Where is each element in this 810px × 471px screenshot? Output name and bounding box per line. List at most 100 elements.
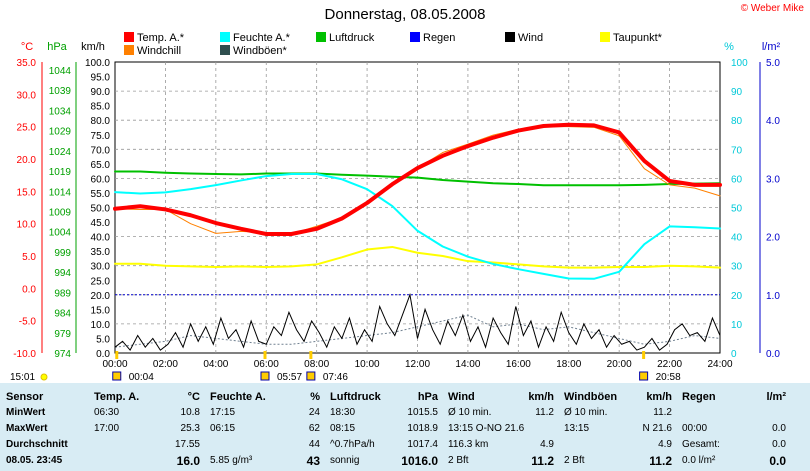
wind-tick-label: 85.0	[91, 102, 111, 113]
rain-tick-label: 4.0	[766, 116, 780, 127]
stats-cell-value: 0.0	[772, 439, 786, 450]
legend-label: Windböen*	[233, 45, 287, 57]
wind-tick-label: 95.0	[91, 73, 111, 84]
x-tick-label: 06:00	[254, 359, 279, 370]
sun-icon	[112, 371, 122, 381]
stats-cell-label: 00:00	[682, 423, 708, 434]
wind-tick-label: 15.0	[91, 305, 111, 316]
x-tick-label: 18:00	[556, 359, 581, 370]
series-wind	[114, 292, 721, 351]
legend-swatch	[220, 45, 230, 55]
stats-cell-value: 11.2	[653, 407, 672, 418]
stats-row-labels: Sensor MinWert MaxWert Durchschnitt 08.0…	[6, 383, 86, 471]
legend-swatch	[410, 32, 420, 42]
stats-column-head: Regen	[682, 391, 716, 403]
stats-cell-label: 0.0 l/m²	[682, 455, 716, 466]
wind-tick-label: 40.0	[91, 233, 111, 244]
stats-cell-value: 11.2	[531, 454, 554, 468]
legend-swatch	[505, 32, 515, 42]
pressure-tick-label: 1034	[49, 106, 72, 117]
series-taupunkt	[114, 245, 721, 269]
stats-cell-label: 06:30	[94, 407, 120, 418]
stats-column-unit: km/h	[528, 391, 554, 403]
stats-cell-value: 43	[306, 454, 320, 468]
temp-tick-label: 30.0	[17, 90, 37, 101]
legend-swatch	[124, 45, 134, 55]
x-tick-label: 16:00	[506, 359, 531, 370]
stats-column: Feuchte A.% 17:15 24 06:15 62 44 5.85 g/m³ 43	[208, 383, 324, 471]
temp-tick-label: 20.0	[17, 155, 37, 166]
legend-label: Regen	[423, 32, 456, 44]
wind-tick-label: 45.0	[91, 218, 111, 229]
legend-item: Regen	[410, 32, 455, 44]
stats-column-head: Windböen	[564, 391, 618, 403]
humidity-tick-label: 10	[731, 320, 743, 331]
wind-tick-label: 75.0	[91, 131, 111, 142]
temp-tick-label: 35.0	[17, 58, 37, 69]
pressure-tick-label: 979	[54, 329, 71, 340]
humidity-tick-label: 20	[731, 291, 743, 302]
stats-cell-label: 2 Bft	[448, 455, 469, 466]
x-tick-label: 14:00	[455, 359, 480, 370]
x-tick-label: 00:00	[102, 359, 127, 370]
wind-tick-label: 70.0	[91, 145, 111, 156]
stats-column: Luftdruck hPa 18:30 1015.5 08:15 1018.9 ^0.7hP…	[328, 383, 442, 471]
stats-label-max: MaxWert	[6, 423, 48, 434]
stats-column: Regen l/m² 00:00 0.0 Gesamt: 0.0 0.0 l/m² 0.0	[680, 383, 790, 471]
sun-time-label: 07:46	[323, 372, 348, 383]
stats-panel	[0, 383, 810, 471]
wind-tick-label: 10.0	[91, 320, 111, 331]
temp-tick-label: 10.0	[17, 220, 37, 231]
x-tick-label: 22:00	[657, 359, 682, 370]
temp-tick-label: 0.0	[22, 284, 36, 295]
stats-column-unit: °C	[187, 391, 200, 403]
wind-tick-label: 60.0	[91, 174, 111, 185]
legend-swatch	[220, 32, 230, 42]
stats-column-unit: %	[310, 391, 320, 403]
rain-unit-label: l/m²	[762, 41, 781, 53]
pressure-tick-label: 984	[54, 309, 71, 320]
x-tick-label: 24:00	[707, 359, 732, 370]
pressure-tick-label: 1004	[49, 228, 72, 239]
sun-icon	[306, 371, 316, 381]
stats-cell-value: 1015.5	[407, 407, 438, 418]
stats-cell-label: 17:15	[210, 407, 236, 418]
humidity-tick-label: 30	[731, 262, 743, 273]
sun-icon	[40, 373, 48, 381]
humidity-unit-label: %	[724, 41, 734, 53]
stats-cell-label: Ø 10 min.	[448, 407, 492, 418]
wind-tick-label: 80.0	[91, 116, 111, 127]
legend-swatch	[316, 32, 326, 42]
legend-item: Taupunkt*	[600, 32, 662, 44]
wind-tick-label: 25.0	[91, 276, 111, 287]
stats-label-min: MinWert	[6, 407, 46, 418]
stats-label-avg: Durchschnitt	[6, 439, 68, 450]
stats-cell-label: 08:15	[330, 423, 356, 434]
temp-tick-label: -10.0	[13, 349, 36, 360]
x-tick-label: 12:00	[405, 359, 430, 370]
stats-cell-label: Ø 10 min.	[564, 407, 608, 418]
stats-cell-label: Gesamt:	[682, 439, 720, 450]
pressure-tick-label: 1009	[49, 208, 72, 219]
wind-tick-label: 90.0	[91, 87, 111, 98]
legend-label: Luftdruck	[329, 32, 375, 44]
pressure-tick-label: 1019	[49, 167, 72, 178]
stats-cell-value: 11.2	[535, 407, 554, 418]
legend-swatch	[600, 32, 610, 42]
temp-tick-label: 5.0	[22, 252, 36, 263]
temp-tick-label: -5.0	[19, 317, 37, 328]
stats-cell-label: 13:15	[564, 423, 590, 434]
stats-cell-label: 116.3 km	[448, 439, 489, 450]
x-tick-label: 20:00	[607, 359, 632, 370]
stats-cell-value: 44	[308, 439, 320, 450]
x-tick-label: 02:00	[153, 359, 178, 370]
x-tick-label: 04:00	[203, 359, 228, 370]
pressure-tick-label: 1039	[49, 86, 72, 97]
stats-cell-value: 24	[308, 407, 320, 418]
stats-label-current: 08.05. 23:45	[6, 455, 63, 466]
humidity-tick-label: 60	[731, 174, 743, 185]
legend-item: Temp. A.*	[124, 32, 184, 44]
legend-item: Feuchte A.*	[220, 32, 290, 44]
pressure-tick-label: 1029	[49, 127, 72, 138]
stats-cell-value: 11.2	[649, 454, 672, 468]
